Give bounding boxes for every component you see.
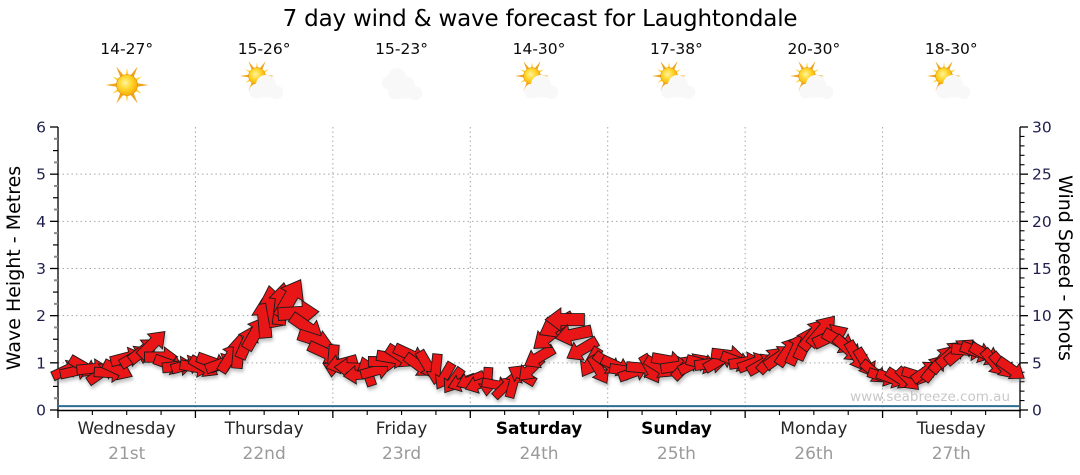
day-forecast: 14-30°: [470, 40, 608, 113]
sun-cloud-icon: [927, 61, 975, 109]
left-tick-label: 4: [36, 213, 46, 231]
temp-range: 14-30°: [512, 40, 566, 58]
left-tick-label: 2: [36, 307, 46, 325]
wind-arrow: [544, 306, 585, 333]
watermark: www.seabreeze.com.au: [850, 389, 1010, 405]
day-forecast: 20-30°: [745, 40, 883, 113]
chart-title: 7 day wind & wave forecast for Laughtond…: [282, 6, 798, 32]
day-label: Tuesday 27th: [882, 419, 1020, 464]
left-tick-label: 6: [36, 119, 46, 137]
wind-arrow: [995, 355, 1025, 380]
right-tick-label: 25: [1032, 166, 1052, 184]
day-date: 25th: [656, 444, 696, 464]
day-date: 24th: [519, 444, 559, 464]
right-tick-label: 20: [1032, 213, 1052, 231]
day-date: 21st: [108, 444, 146, 464]
temp-range: 14-27°: [100, 40, 154, 58]
left-axis: 0 1 2 3 4 5 6: [36, 119, 59, 420]
day-label: Friday 23rd: [333, 419, 471, 464]
day-label: Saturday 24th: [470, 419, 608, 464]
temp-range: 17-38°: [650, 40, 703, 58]
sunny-icon: [103, 61, 151, 109]
wind-arrows: [50, 279, 1025, 401]
right-tick-label: 5: [1032, 354, 1042, 372]
day-forecast: 18-30°: [882, 40, 1020, 113]
wind-arrow: [554, 323, 594, 347]
bottom-axis: [57, 409, 1021, 418]
left-tick-label: 0: [36, 402, 46, 420]
temp-range: 18-30°: [924, 40, 978, 58]
day-date: 23rd: [382, 444, 422, 464]
right-tick-label: 15: [1032, 260, 1052, 278]
day-label: Sunday 25th: [607, 419, 745, 464]
right-axis: 0 5 10 15 20 25 30: [1019, 119, 1052, 420]
temp-range: 20-30°: [787, 40, 841, 58]
left-tick-label: 5: [36, 166, 46, 184]
day-label: Wednesday 21st: [58, 419, 196, 464]
day-name: Friday: [375, 419, 428, 439]
day-label: Monday 26th: [745, 419, 883, 464]
wind-arrow: [586, 353, 610, 385]
day-forecast: 15-23°: [333, 40, 471, 113]
sun-cloud-icon: [652, 61, 700, 109]
sun-cloud-icon: [789, 61, 838, 109]
day-date: 27th: [931, 444, 971, 464]
temp-range: 15-23°: [375, 40, 428, 58]
left-tick-label: 3: [36, 260, 46, 278]
day-name: Tuesday: [916, 419, 986, 439]
left-tick-label: 1: [36, 354, 46, 372]
cloudy-icon: [378, 61, 426, 109]
day-forecast: 15-26°: [195, 40, 333, 113]
right-tick-label: 10: [1032, 307, 1052, 325]
day-name: Saturday: [495, 419, 583, 439]
day-label: Thursday 22nd: [195, 419, 333, 464]
sun-cloud-icon: [239, 61, 288, 109]
day-name: Sunday: [641, 419, 712, 439]
day-name: Monday: [780, 419, 848, 439]
right-tick-label: 0: [1032, 402, 1042, 420]
day-name: Wednesday: [77, 419, 176, 439]
temp-range: 15-26°: [237, 40, 291, 58]
day-forecast: 17-38°: [607, 40, 745, 113]
day-date: 26th: [794, 444, 834, 464]
right-tick-label: 30: [1032, 119, 1052, 137]
sun-cloud-icon: [514, 61, 563, 109]
day-date: 22nd: [242, 444, 286, 464]
wind-arrow: [277, 299, 320, 326]
wind-arrow: [566, 335, 601, 361]
day-name: Thursday: [224, 419, 304, 439]
day-forecast: 14-27°: [58, 40, 196, 113]
watermark-text: www.seabreeze.com.au: [850, 389, 1010, 405]
